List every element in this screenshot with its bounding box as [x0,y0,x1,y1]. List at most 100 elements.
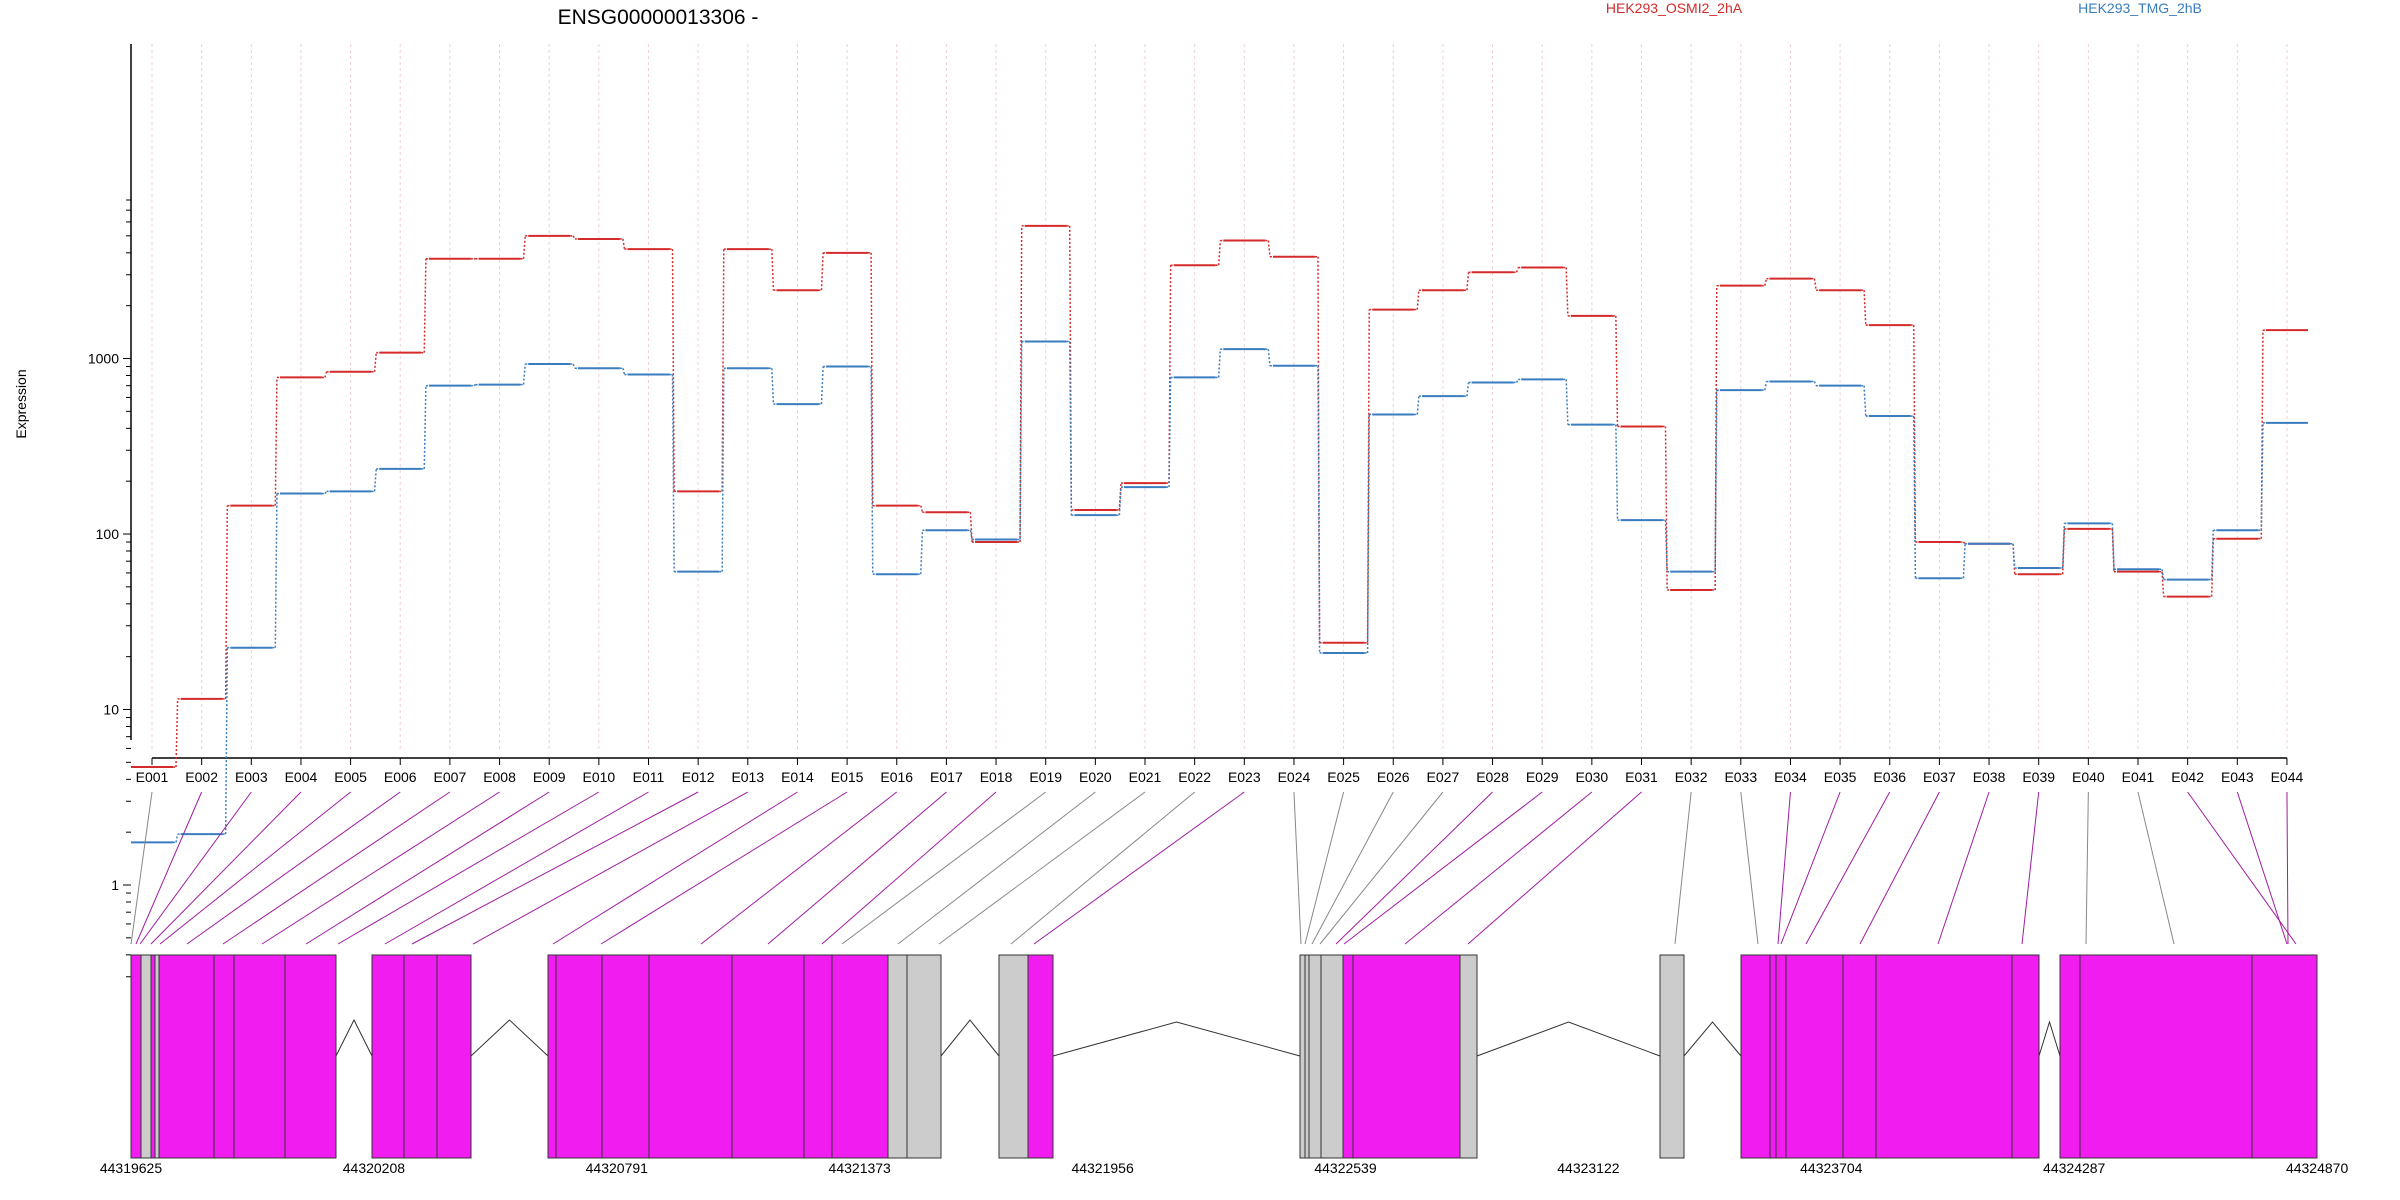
exon-connector [841,791,1046,945]
x-tick-label: E041 [2122,769,2155,785]
series-1-connector [1217,240,1222,266]
exon-block [803,954,833,1159]
x-tick-label: E027 [1427,769,1460,785]
noncoding-block [1320,954,1344,1159]
series-2-connector [721,368,725,572]
noncoding-block [1459,954,1478,1159]
exon-connector [1805,791,1891,945]
exon-block [1740,954,1771,1159]
exon-connector [305,791,550,945]
exon-connector [1335,791,1493,945]
x-tick-label: E037 [1923,769,1956,785]
x-tick-label: E003 [235,769,268,785]
series-2-connector [1217,349,1222,378]
noncoding-block [906,954,942,1159]
series-1-connector [373,352,377,372]
exon-block [1785,954,1844,1159]
exon-connector [1674,791,1692,945]
exon-connector [159,791,351,945]
coordinate-label: 44322539 [1314,1160,1377,1176]
x-tick-label: E039 [2022,769,2055,785]
series-2-connector [1019,341,1023,540]
x-tick-label: E006 [384,769,417,785]
x-tick-label: E033 [1724,769,1757,785]
exon-connector [1777,791,1791,945]
exon-block [555,954,603,1159]
x-tick-label: E016 [880,769,913,785]
x-tick-label: E032 [1675,769,1708,785]
series-2-connector [920,530,924,575]
noncoding-block [140,954,152,1159]
y-axis: 1 10 100 1000 [88,44,132,978]
x-tick-label: E025 [1327,769,1360,785]
exon-connector [1311,791,1394,945]
series-2-connector [1267,349,1271,366]
exon-connector [897,791,1096,945]
exon-connector [821,791,997,945]
exon-connector [1740,791,1759,945]
x-tick-label: E028 [1476,769,1509,785]
noncoding-block [887,954,908,1159]
series-1-connector [1664,426,1668,590]
coordinate-label: 44323122 [1557,1160,1620,1176]
exon-connector [186,791,401,945]
series-2-connector [2161,569,2165,580]
legend-series-1: HEK293_OSMI2_2hA [1606,0,1743,16]
intron-line [1476,1021,1661,1057]
x-tick-label: E020 [1079,769,1112,785]
series-1-connector [1515,267,1519,273]
series-2-connector [274,493,278,648]
exon-connector [1404,791,1593,945]
exon-connector [2236,791,2288,945]
x-tick-label: E036 [1873,769,1906,785]
series-1-connector [1764,278,1768,286]
exon-connector [1010,791,1195,945]
exon-block [2079,954,2253,1159]
exon-block [648,954,733,1159]
series-1-connector [2260,330,2264,539]
y-tick-label: 100 [96,526,120,542]
x-tick-label: E015 [831,769,864,785]
exon-connector [938,791,1146,945]
series-2-connector [1118,487,1122,516]
coordinate-label: 44319625 [100,1160,163,1176]
series-2-connector [870,366,874,575]
exon-connector [261,791,500,945]
series-2-connector [1615,424,1619,521]
exon-block [150,954,156,1159]
exon-connector [1467,791,1642,945]
series-2-connector [1416,396,1420,415]
series-1-connector [1813,278,1817,291]
exon-connector [1780,791,1841,945]
exon-block [601,954,650,1159]
exon-connector [1343,791,1543,945]
y-tick-label: 1000 [88,351,119,367]
x-tick-label: E010 [582,769,615,785]
x-tick-label: E019 [1029,769,1062,785]
series-2-connector [572,363,576,369]
exon-block [831,954,889,1159]
exon-connector [1033,791,1245,945]
y-tick-label: 10 [103,702,119,718]
x-tick-label: E011 [633,769,665,785]
x-tick-label: E031 [1625,769,1658,785]
coordinate-label: 44324287 [2043,1160,2106,1176]
exon-block [1352,954,1461,1159]
series-2-connector [1913,416,1917,579]
x-tick-label: E029 [1526,769,1559,785]
exon-block [1842,954,1877,1159]
x-tick-label: E012 [682,769,715,785]
coordinate-axis: 44319625 44320208 44320791 44321373 44321956… [100,1160,2349,1176]
gridlines [151,44,2288,752]
exon-block [2011,954,2040,1159]
exon-connector [384,791,649,945]
series-2-connector [324,490,328,495]
exon-connector [1937,791,1990,945]
noncoding-block [154,954,160,1159]
exon-block [233,954,286,1159]
series-2-connector [2210,530,2215,580]
exon-block [130,954,142,1159]
exon-block [547,954,557,1159]
noncoding-block [1659,954,1685,1159]
